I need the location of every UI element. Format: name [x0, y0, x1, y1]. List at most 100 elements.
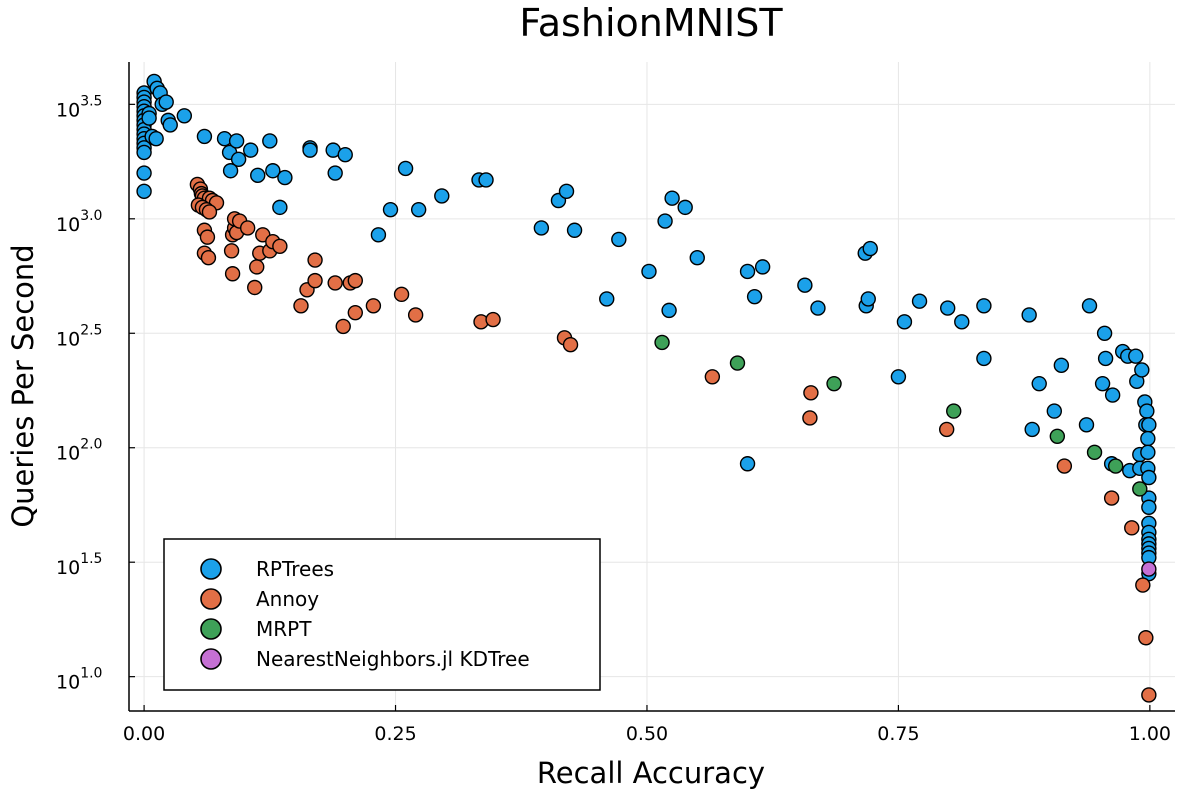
point-annoy: [272, 238, 288, 254]
point-rptrees: [158, 94, 174, 110]
point-annoy: [365, 298, 382, 314]
point-rptrees: [1141, 499, 1157, 515]
legend-marker: [200, 558, 222, 580]
point-annoy: [239, 220, 256, 236]
point-rptrees: [797, 277, 813, 293]
point-annoy: [347, 272, 363, 289]
point-rptrees: [939, 300, 956, 316]
point-annoy: [223, 243, 240, 259]
point-rptrees: [1097, 350, 1114, 367]
point-annoy: [307, 252, 323, 268]
point-annoy: [938, 421, 955, 438]
point-rptrees: [222, 163, 239, 179]
point-rptrees: [141, 110, 157, 126]
point-annoy: [335, 318, 351, 335]
y-tick-label: 103.0: [56, 208, 102, 236]
y-tick-label: 101.0: [56, 666, 102, 694]
y-tick-label: 102.0: [56, 437, 102, 465]
point-annoy: [802, 410, 818, 426]
point-rptrees: [434, 188, 450, 204]
point-rptrees: [810, 300, 826, 316]
point-annoy: [247, 279, 263, 296]
point-rptrees: [739, 263, 756, 280]
point-mrpt: [1132, 481, 1148, 497]
legend-marker: [200, 618, 222, 640]
point-rptrees: [136, 165, 152, 181]
point-mrpt: [1107, 458, 1124, 474]
point-rptrees: [664, 190, 680, 206]
point-annoy: [1056, 458, 1073, 474]
legend-label: Annoy: [256, 587, 319, 611]
point-mrpt: [729, 355, 746, 371]
point-annoy: [485, 311, 501, 328]
point-rptrees: [746, 288, 763, 305]
point-rptrees: [1094, 375, 1111, 392]
point-annoy: [307, 272, 323, 289]
point-annoy: [704, 369, 721, 385]
point-rptrees: [862, 240, 878, 257]
legend: RPTrees Annoy MRPT NearestNeighbors.jl KDTr…: [163, 538, 601, 691]
x-axis-title: Recall Accuracy: [537, 756, 765, 790]
point-rptrees: [1139, 403, 1155, 419]
point-rptrees: [1141, 469, 1157, 486]
point-rptrees: [1031, 375, 1047, 392]
point-rptrees: [1021, 307, 1037, 323]
legend-marker: [200, 588, 222, 610]
point-rptrees: [228, 133, 245, 149]
point-rptrees: [739, 456, 756, 472]
point-rptrees: [1024, 421, 1040, 438]
point-annoy: [347, 304, 363, 321]
point-mrpt: [946, 403, 962, 419]
point-rptrees: [896, 314, 913, 330]
x-tick-label: 0.75: [877, 723, 919, 745]
point-rptrees: [265, 163, 281, 179]
point-annoy: [1141, 687, 1157, 703]
point-annoy: [200, 250, 217, 266]
point-rptrees: [250, 167, 266, 184]
point-rptrees: [136, 144, 152, 161]
point-rptrees: [302, 142, 318, 158]
x-tick-label: 0.25: [374, 723, 416, 745]
legend-label: RPTrees: [256, 557, 334, 581]
x-tick-label: 0.50: [626, 723, 668, 745]
y-axis-title: Queries Per Second: [6, 244, 40, 527]
point-rptrees: [890, 369, 907, 385]
point-rptrees: [337, 147, 353, 163]
point-rptrees: [162, 117, 178, 133]
point-rptrees: [677, 199, 693, 216]
legend-marker: [200, 648, 222, 670]
x-axis-ticks: 0.00 0.25 0.50 0.75 1.00: [123, 705, 1171, 745]
legend-label: NearestNeighbors.jl KDTree: [256, 647, 530, 671]
point-annoy: [1138, 630, 1154, 646]
point-rptrees: [262, 133, 278, 149]
point-annoy: [249, 259, 265, 275]
point-rptrees: [641, 263, 657, 280]
point-rptrees: [976, 298, 992, 314]
point-rptrees: [689, 250, 705, 266]
point-annoy: [293, 298, 309, 314]
point-annoy: [224, 266, 241, 282]
point-rptrees: [397, 160, 414, 177]
point-rptrees: [230, 151, 247, 167]
point-rptrees: [382, 201, 399, 218]
point-rptrees: [1134, 362, 1150, 378]
point-nearestneighbors-jl-kdtree: [1141, 561, 1157, 577]
point-rptrees: [976, 350, 992, 367]
x-tick-label: 0.00: [123, 723, 165, 745]
point-rptrees: [176, 108, 193, 124]
point-mrpt: [1086, 444, 1103, 461]
point-rptrees: [478, 172, 494, 188]
x-tick-label: 1.00: [1129, 723, 1171, 745]
point-rptrees: [1078, 417, 1095, 433]
point-rptrees: [1081, 298, 1098, 314]
point-annoy: [803, 385, 819, 401]
y-axis-ticks: 101.0 101.5 102.0 102.5 103.0 103.5: [56, 93, 135, 694]
point-rptrees: [1053, 357, 1070, 374]
point-rptrees: [661, 302, 677, 319]
point-rptrees: [272, 199, 288, 216]
point-rptrees: [1104, 387, 1121, 403]
point-annoy: [562, 337, 579, 353]
point-rptrees: [611, 231, 627, 248]
axes: [128, 62, 1175, 712]
